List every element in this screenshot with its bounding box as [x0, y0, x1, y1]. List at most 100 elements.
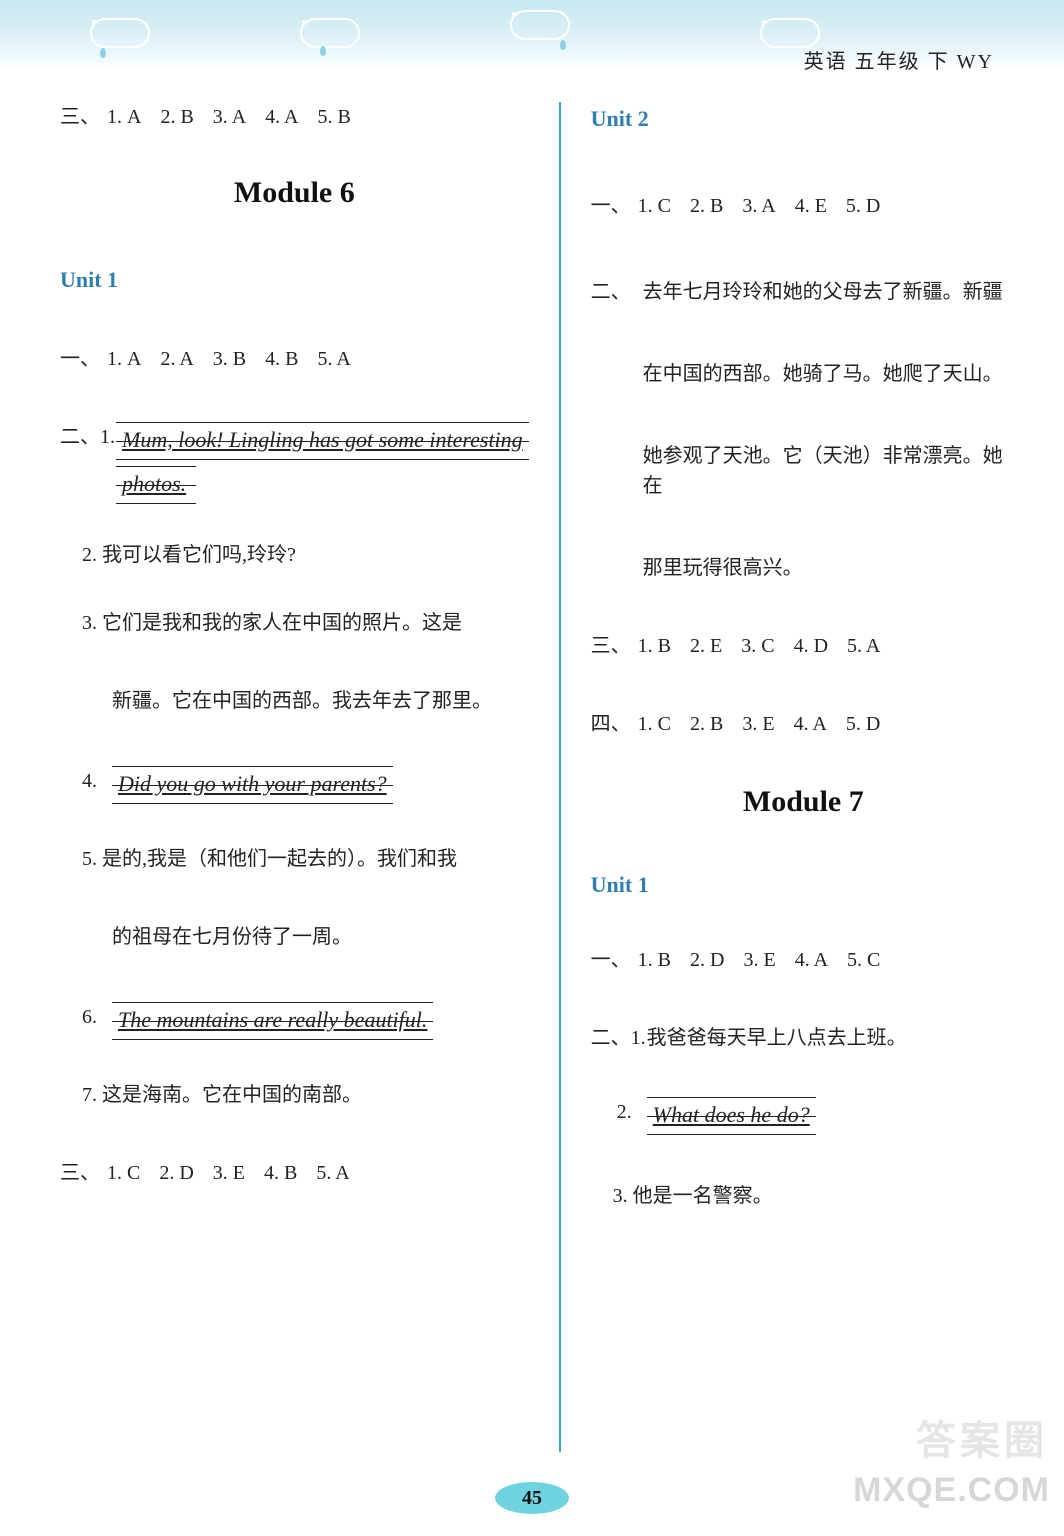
cursive-text: Mum, look! Lingling has got some interes… — [122, 427, 523, 452]
section-label: 一、 — [60, 348, 100, 370]
answer-row: 一、 1. A 2. A 3. B 4. B 5. A — [60, 344, 529, 374]
question-text: 他是一名警察。 — [633, 1185, 773, 1207]
question-number: 5. — [82, 848, 97, 870]
answer-item: 1. C — [638, 713, 671, 735]
answer-item: 1. A — [107, 106, 141, 128]
section-label: 二、 — [591, 277, 643, 307]
answer-item: 2. E — [690, 635, 722, 657]
answer-item: 4. A — [794, 713, 827, 735]
answer-row: 一、 1. B 2. D 3. E 4. A 5. C — [591, 945, 1016, 975]
question-item: 二、1. 我爸爸每天早上八点去上班。 — [591, 1023, 1016, 1053]
left-column: 三、 1. A 2. B 3. A 4. A 5. B Module 6 Uni… — [35, 102, 559, 1452]
question-item: 3. 它们是我和我的家人在中国的照片。这是 — [60, 608, 529, 638]
question-number: 6. — [82, 1006, 97, 1028]
raindrop-decoration — [100, 48, 106, 58]
question-item: 7. 这是海南。它在中国的南部。 — [60, 1080, 529, 1110]
section-label: 三、 — [591, 635, 631, 657]
question-number: 3. — [82, 612, 97, 634]
right-column: Unit 2 一、 1. C 2. B 3. A 4. E 5. D 二、 去年… — [561, 102, 1034, 1452]
answer-item: 3. E — [742, 713, 774, 735]
raindrop-decoration — [560, 40, 566, 50]
answer-item: 1. C — [107, 1162, 140, 1184]
cursive-text: What does he do? — [653, 1102, 810, 1127]
answer-item: 5. A — [847, 635, 880, 657]
question-number: 1. — [631, 1027, 646, 1049]
question-item: 2. What does he do? — [591, 1097, 1016, 1141]
answer-item: 5. D — [846, 195, 880, 217]
question-text: 我爸爸每天早上八点去上班。 — [647, 1023, 907, 1053]
section-label: 四、 — [591, 713, 631, 735]
question-continuation: 的祖母在七月份待了一周。 — [60, 922, 529, 952]
answer-item: 4. B — [264, 1162, 297, 1184]
answer-item: 2. B — [160, 106, 193, 128]
answer-item: 5. A — [316, 1162, 349, 1184]
unit-heading: Unit 2 — [591, 102, 1016, 135]
answer-item: 3. A — [742, 195, 775, 217]
unit-heading: Unit 1 — [60, 263, 529, 296]
cursive-line: Did you go with your parents? — [112, 766, 393, 804]
cursive-line: What does he do? — [647, 1097, 816, 1135]
module-heading: Module 7 — [591, 779, 1016, 824]
answer-item: 5. C — [847, 949, 880, 971]
answer-item: 2. A — [160, 348, 193, 370]
answer-item: 4. D — [794, 635, 828, 657]
answer-item: 3. E — [213, 1162, 245, 1184]
watermark-en: MXQE.COM — [853, 1471, 1050, 1510]
answer-item: 2. D — [690, 949, 724, 971]
answer-item: 5. D — [846, 713, 880, 735]
section-label: 一、 — [591, 195, 631, 217]
unit-heading: Unit 1 — [591, 868, 1016, 901]
question-number: 2. — [82, 544, 97, 566]
page-body: 三、 1. A 2. B 3. A 4. A 5. B Module 6 Uni… — [0, 72, 1064, 1452]
question-text: 我可以看它们吗,玲玲? — [102, 544, 296, 566]
cursive-line: The mountains are really beautiful. — [112, 1002, 433, 1040]
section-label: 三、 — [60, 106, 100, 128]
paragraph-line: 在中国的西部。她骑了马。她爬了天山。 — [591, 359, 1016, 389]
answer-item: 4. B — [265, 348, 298, 370]
answer-item: 2. B — [690, 195, 723, 217]
question-text: 是的,我是（和他们一起去的）。我们和我 — [102, 848, 457, 870]
section-label: 二、 — [60, 426, 100, 448]
cursive-answer: What does he do? — [647, 1097, 816, 1141]
header-label: 英语 五年级 下 WY — [804, 51, 994, 73]
question-item: 二、1. Mum, look! Lingling has got some in… — [60, 422, 529, 510]
answer-item: 2. B — [690, 713, 723, 735]
question-text: 这是海南。它在中国的南部。 — [102, 1084, 362, 1106]
section-label: 三、 — [60, 1162, 100, 1184]
paragraph-line: 二、 去年七月玲玲和她的父母去了新疆。新疆 — [591, 277, 1016, 307]
page-number-badge: 45 — [495, 1482, 569, 1514]
answer-item: 2. D — [159, 1162, 193, 1184]
answer-item: 3. E — [743, 949, 775, 971]
answer-item: 1. C — [638, 195, 671, 217]
answer-row: 四、 1. C 2. B 3. E 4. A 5. D — [591, 709, 1016, 739]
answer-item: 4. E — [795, 195, 827, 217]
paragraph-line: 她参观了天池。它（天池）非常漂亮。她在 — [591, 441, 1016, 501]
answer-row: 三、 1. A 2. B 3. A 4. A 5. B — [60, 102, 529, 132]
paragraph-text: 去年七月玲玲和她的父母去了新疆。新疆 — [643, 277, 1003, 307]
question-item: 4. Did you go with your parents? — [60, 766, 529, 810]
raindrop-decoration — [320, 46, 326, 56]
answer-item: 1. B — [638, 949, 671, 971]
answer-item: 3. C — [741, 635, 774, 657]
cloud-decoration — [90, 18, 150, 48]
question-item: 2. 我可以看它们吗,玲玲? — [60, 540, 529, 570]
cloud-decoration — [760, 18, 820, 48]
cloud-decoration — [510, 10, 570, 40]
paragraph-line: 那里玩得很高兴。 — [591, 553, 1016, 583]
cursive-line: Mum, look! Lingling has got some interes… — [116, 422, 529, 460]
cursive-text: Did you go with your parents? — [118, 771, 387, 796]
answer-row: 三、 1. C 2. D 3. E 4. B 5. A — [60, 1158, 529, 1188]
answer-row: 一、 1. C 2. B 3. A 4. E 5. D — [591, 191, 1016, 221]
module-heading: Module 6 — [60, 170, 529, 215]
question-item: 6. The mountains are really beautiful. — [60, 1002, 529, 1046]
answer-item: 5. A — [317, 348, 350, 370]
header-text: 英语 五年级 下 WY — [804, 45, 994, 74]
cursive-answer: Did you go with your parents? — [112, 766, 393, 810]
answer-item: 3. A — [213, 106, 246, 128]
question-number: 4. — [82, 770, 97, 792]
question-number: 7. — [82, 1084, 97, 1106]
question-text: 它们是我和我的家人在中国的照片。这是 — [102, 612, 462, 634]
answer-item: 4. A — [795, 949, 828, 971]
answer-item: 5. B — [317, 106, 350, 128]
watermark-cn: 答案圈 — [916, 1408, 1048, 1466]
